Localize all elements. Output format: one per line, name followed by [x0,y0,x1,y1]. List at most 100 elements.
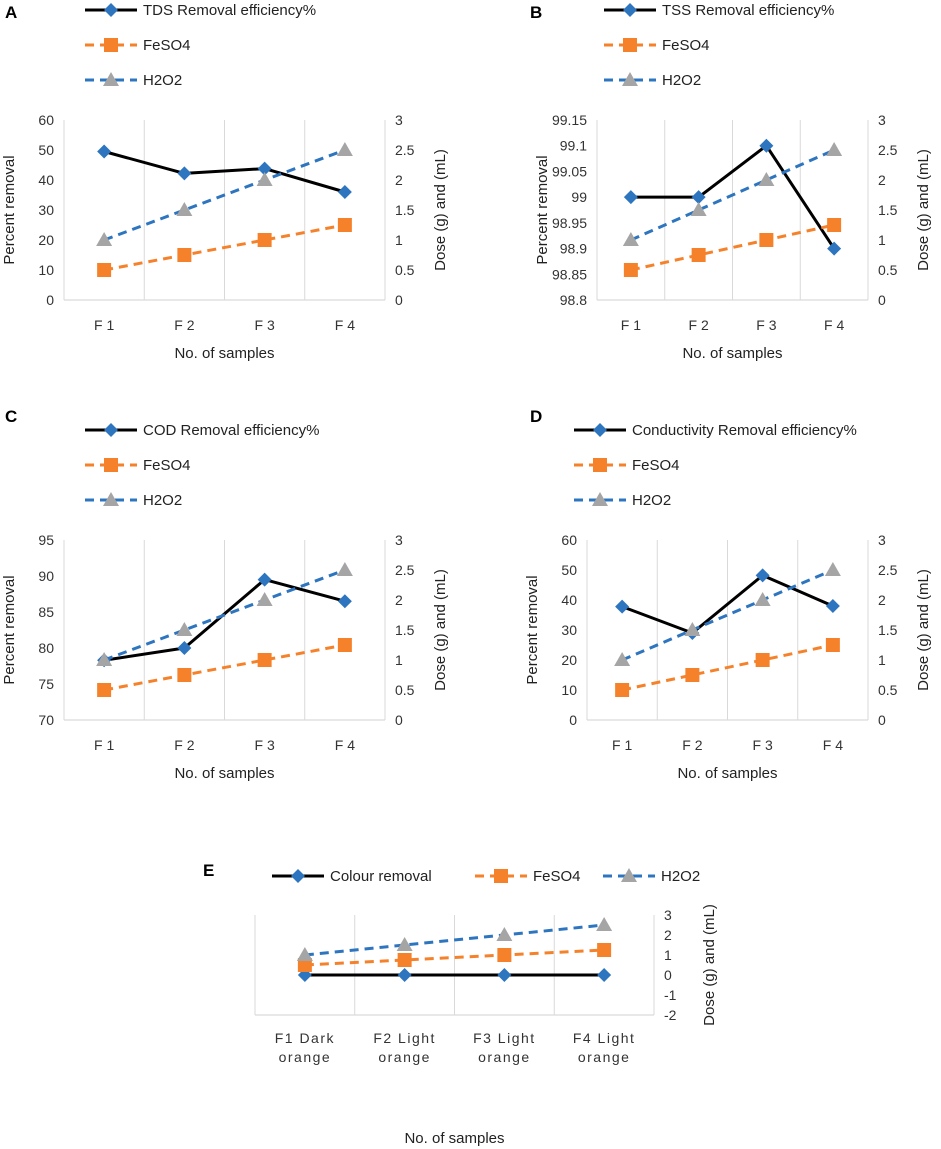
legend-entry: H2O2 [85,72,182,89]
legend-label: FeSO4 [533,868,581,885]
y2-tick-label: 0 [664,967,672,983]
x-tick-label: F 3 [255,737,275,753]
y-tick-label: 40 [38,172,54,188]
data-point [97,263,112,277]
panel-letter: A [5,3,17,22]
x-tick-label: F 1 [612,737,632,753]
legend-marker [291,869,305,883]
y2-tick-label: 2.5 [878,142,898,158]
data-point [497,948,512,962]
data-point [623,263,638,277]
data-point [336,562,353,576]
y2-tick-label: 2.5 [878,562,898,578]
y2-tick-label: 3 [878,532,886,548]
x-tick-line: F1 Dark [275,1030,335,1046]
x-axis-title: No. of samples [404,1130,504,1147]
y2-tick-label: 0 [395,292,403,308]
panel-letter: B [530,3,542,22]
y2-tick-label: 1 [878,652,886,668]
legend-marker [621,868,637,882]
y2-tick-label: 0 [395,712,403,728]
data-point [758,172,775,186]
x-axis-title: No. of samples [677,765,777,782]
data-point [176,622,193,636]
y-tick-label: 95 [38,532,54,548]
legend-label: H2O2 [143,492,182,509]
y-tick-label: 0 [569,712,577,728]
series-line-2 [621,568,834,662]
y2-tick-label: 2.5 [395,562,415,578]
x-tick-label: F 2 [174,737,194,753]
data-point [497,968,512,982]
data-point [396,937,413,951]
y-tick-label: 85 [38,604,54,620]
x-tick-label: F 2 [689,317,709,333]
series-line-2 [304,923,605,957]
x-tick-line: F3 Light [473,1030,536,1046]
data-point [337,218,352,232]
x-tick-label: F 1 [94,737,114,753]
data-point [257,572,272,587]
y-tick-label: 80 [38,640,54,656]
legend-entry: H2O2 [574,492,671,509]
y2-tick-label: 0.5 [395,262,415,278]
data-point [296,947,313,961]
data-point [177,248,192,262]
y2-axis-title: Dose (g) and (mL) [915,569,932,691]
chart-panel-a: A 0 10 20 30 40 50 60 Percent removal 0 0.5 1 1.5 2 2.… [1,2,449,362]
y-tick-label: 50 [38,142,54,158]
legend-label: H2O2 [143,72,182,89]
x-tick-label: F 2 [174,317,194,333]
data-point [614,652,631,666]
x-tick-label: F 3 [255,317,275,333]
y-tick-label: 99 [571,189,587,205]
data-point [96,652,113,666]
y2-tick-label: 3 [664,907,672,923]
series-line-2 [103,568,346,662]
x-axis-title: No. of samples [174,345,274,362]
legend-label: H2O2 [632,492,671,509]
y2-tick-label: 0 [878,292,886,308]
y2-tick-label: 2 [878,172,886,188]
series-line-0 [103,150,346,194]
data-point [97,683,112,697]
y-tick-label: 30 [38,202,54,218]
data-point [97,144,112,159]
data-point [177,668,192,682]
data-point [176,202,193,216]
y-tick-label: 10 [38,262,54,278]
y2-axis-title: Dose (g) and (mL) [701,904,718,1026]
legend-marker [623,3,637,17]
y2-tick-label: 3 [395,112,403,128]
legend-label: TDS Removal efficiency% [143,2,316,19]
x-tick-label: F 3 [753,737,773,753]
y-tick-label: 98.8 [560,292,587,308]
y-tick-label: 99.1 [560,138,587,154]
y2-tick-label: 2 [878,592,886,608]
y2-tick-label: 0.5 [878,262,898,278]
legend-label: TSS Removal efficiency% [662,2,834,19]
y2-tick-label: 1 [395,232,403,248]
legend-label: COD Removal efficiency% [143,422,319,439]
y2-tick-label: -2 [664,1007,677,1023]
x-tick-label: F 3 [756,317,776,333]
x-tick-line: F2 Light [373,1030,436,1046]
legend-label: FeSO4 [662,37,710,54]
legend-entry: FeSO4 [574,457,680,474]
data-point [257,161,272,176]
legend-label: FeSO4 [143,37,191,54]
series-line-1 [103,643,346,692]
data-point [496,927,513,941]
y2-tick-label: 1.5 [878,622,898,638]
data-point [177,641,192,655]
y-tick-label: 90 [38,568,54,584]
data-point [685,668,700,682]
y-tick-label: 98.95 [552,215,587,231]
data-point [755,653,770,667]
y2-tick-label: 1.5 [395,622,415,638]
data-point [397,968,412,982]
data-point [754,592,771,606]
legend-marker [104,3,118,17]
legend-label: H2O2 [662,72,701,89]
